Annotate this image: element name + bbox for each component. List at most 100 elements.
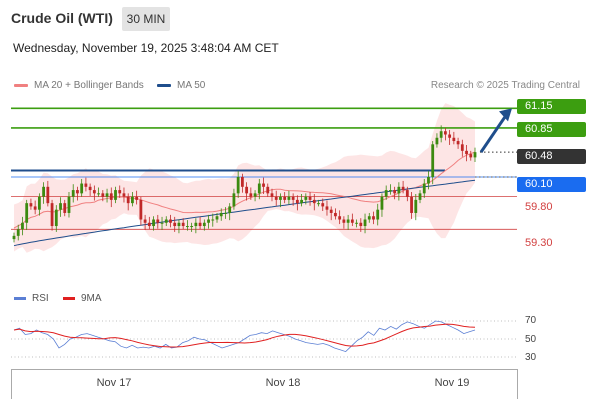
candle-down xyxy=(84,183,88,187)
candle-down xyxy=(169,219,172,223)
candle-down xyxy=(372,216,375,220)
candle-up xyxy=(177,222,181,227)
header-bar: Crude Oil (WTI) 30 MIN xyxy=(0,0,590,36)
candle-up xyxy=(346,219,350,223)
candle-down xyxy=(283,196,287,200)
candle-down xyxy=(63,203,67,213)
candle-up xyxy=(80,183,84,194)
candle-up xyxy=(473,152,477,158)
level-label-59-30: 59.30 xyxy=(525,237,553,249)
candle-down xyxy=(410,196,413,213)
candle-up xyxy=(304,196,308,200)
candle-up xyxy=(435,137,439,145)
level-label-61-15: 61.15 xyxy=(517,99,586,114)
candle-down xyxy=(181,222,185,227)
rsi-line xyxy=(13,320,476,353)
x-label-nov-17: Nov 17 xyxy=(96,377,132,389)
candle-down xyxy=(266,186,270,194)
candle-up xyxy=(54,209,58,227)
candle-down xyxy=(249,193,253,197)
instrument-title: Crude Oil (WTI) xyxy=(11,10,113,26)
candle-down xyxy=(88,186,92,191)
candle-down xyxy=(312,199,316,204)
candle-down xyxy=(270,193,274,197)
candle-up xyxy=(228,206,232,213)
candle-down xyxy=(465,150,468,155)
legend-ma50-label: MA 50 xyxy=(177,80,206,91)
candle-up xyxy=(190,226,194,228)
candle-down xyxy=(321,203,325,207)
candle-up xyxy=(194,222,198,227)
candle-up xyxy=(71,190,75,197)
level-label-last-price: 60.48 xyxy=(517,149,586,164)
candle-up xyxy=(207,219,210,223)
candle-up xyxy=(97,193,100,195)
legend-ma20-swatch xyxy=(14,84,28,87)
candle-up xyxy=(397,186,401,194)
candle-down xyxy=(334,212,337,217)
candle-up xyxy=(131,196,134,204)
candle-down xyxy=(460,144,464,151)
candle-up xyxy=(389,190,392,192)
candle-up xyxy=(21,222,24,230)
candle-up xyxy=(152,219,155,227)
candle-down xyxy=(240,177,244,187)
candle-down xyxy=(350,219,354,223)
candle-up xyxy=(232,193,236,207)
candle-up xyxy=(114,190,117,200)
candle-down xyxy=(329,209,333,213)
candle-down xyxy=(393,190,397,194)
candle-up xyxy=(431,144,435,177)
candle-up xyxy=(202,222,206,227)
candle-down xyxy=(33,206,37,210)
candle-up xyxy=(224,212,227,214)
candle-down xyxy=(338,216,342,220)
time-axis-frame xyxy=(11,369,518,399)
candle-down xyxy=(291,196,295,200)
candle-up xyxy=(186,226,189,228)
candle-down xyxy=(109,193,113,200)
legend-ma50: MA 50 xyxy=(157,80,205,91)
candle-up xyxy=(439,131,443,138)
candle-down xyxy=(245,186,249,194)
candle-up xyxy=(219,212,223,217)
candle-down xyxy=(325,206,329,210)
candle-down xyxy=(135,196,139,200)
candle-up xyxy=(279,196,282,200)
candle-up xyxy=(380,196,384,210)
forecast-arrow-shaft xyxy=(479,114,508,153)
candle-down xyxy=(469,154,473,158)
level-label-59-80: 59.80 xyxy=(525,201,553,213)
legend-rsi-swatch xyxy=(14,297,26,300)
interval-badge[interactable]: 30 MIN xyxy=(122,7,170,31)
candle-up xyxy=(367,216,371,220)
legend-ma50-swatch xyxy=(157,84,171,87)
candle-down xyxy=(173,222,177,227)
candle-down xyxy=(308,196,312,200)
candle-up xyxy=(253,193,257,197)
candle-up xyxy=(414,199,418,213)
candle-down xyxy=(122,193,126,197)
candle-up xyxy=(164,219,168,223)
rsi-tick-70: 70 xyxy=(525,315,537,326)
legend-9ma-swatch xyxy=(63,297,75,300)
candle-down xyxy=(342,219,346,223)
bollinger-band xyxy=(14,103,475,253)
candle-down xyxy=(198,222,202,227)
candle-up xyxy=(37,196,41,210)
candle-up xyxy=(418,193,422,200)
candle-up xyxy=(12,235,16,240)
x-label-nov-18: Nov 18 xyxy=(265,377,301,389)
candle-up xyxy=(300,199,303,204)
candle-up xyxy=(236,177,240,194)
candle-down xyxy=(274,196,278,200)
candle-up xyxy=(376,209,380,220)
candle-up xyxy=(59,203,62,210)
candle-down xyxy=(29,203,33,207)
candle-down xyxy=(46,186,50,204)
legend-ma20: MA 20 + Bollinger Bands xyxy=(14,80,144,91)
candle-down xyxy=(50,203,54,227)
candle-down xyxy=(262,183,265,187)
candle-down xyxy=(359,222,363,227)
